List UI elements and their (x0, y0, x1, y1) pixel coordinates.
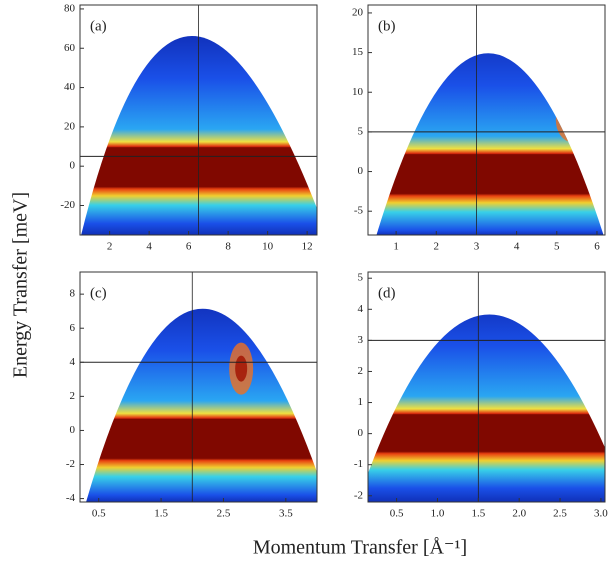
x-tick-label: 4 (146, 241, 152, 253)
x-tick-label: 0.5 (92, 508, 106, 520)
x-tick-label: 2 (107, 241, 113, 253)
y-tick-label: 80 (64, 2, 76, 14)
intensity-fill (368, 314, 605, 502)
y-tick-label: 0 (358, 165, 364, 177)
panel-plot (368, 272, 605, 502)
y-tick-label: 15 (352, 46, 364, 58)
y-tick-label: 5 (358, 125, 364, 137)
intensity-spot-core (235, 355, 248, 382)
y-tick-label: 8 (70, 288, 76, 300)
intensity-spot (555, 98, 588, 142)
y-tick-label: 0 (358, 427, 364, 439)
y-tick-label: -4 (66, 492, 76, 504)
panel-label: (d) (378, 285, 396, 301)
intensity-map (84, 308, 317, 502)
panel-frame (79, 271, 318, 503)
y-tick-label: 60 (64, 42, 76, 54)
y-tick-label: 1 (358, 396, 364, 408)
x-tick-label: 8 (225, 241, 231, 253)
y-tick-label: 2 (70, 390, 76, 402)
x-tick-label: 5 (554, 241, 560, 253)
panel-label: (c) (90, 285, 107, 301)
x-tick-label: 2.5 (217, 508, 231, 520)
intensity-map (375, 53, 605, 235)
panel-plot (80, 272, 317, 502)
x-axis-label: Momentum Transfer [Å⁻¹] (253, 537, 467, 559)
y-tick-label: -2 (66, 458, 75, 470)
panel-frame (79, 4, 318, 236)
y-axis-label: Energy Transfer [meV] (10, 192, 32, 378)
x-tick-label: 1.5 (471, 508, 485, 520)
y-tick-label: 0 (70, 160, 76, 172)
y-tick-label: -2 (354, 489, 363, 501)
panel-plot (368, 5, 605, 235)
x-tick-label: 2.0 (512, 508, 526, 520)
y-tick-label: 40 (64, 81, 76, 93)
y-tick-label: 2 (358, 365, 364, 377)
y-tick-label: -1 (354, 458, 363, 470)
x-tick-label: 6 (594, 241, 600, 253)
x-tick-label: 1.5 (154, 508, 168, 520)
y-tick-label: -5 (354, 205, 364, 217)
y-tick-label: 3 (358, 334, 364, 346)
x-tick-label: 6 (186, 241, 192, 253)
panel-label: (b) (378, 18, 396, 34)
intensity-fill (375, 53, 605, 235)
intensity-map (368, 314, 605, 502)
y-tick-label: 10 (352, 86, 364, 98)
panel-label: (a) (90, 18, 107, 34)
panel-plot (80, 5, 317, 235)
y-tick-label: 20 (64, 120, 76, 132)
y-tick-label: 0 (70, 424, 76, 436)
x-tick-label: 3 (474, 241, 480, 253)
y-tick-label: 4 (70, 356, 76, 368)
panel-frame (367, 4, 606, 236)
y-tick-label: 20 (352, 6, 364, 18)
intensity-spot-core (563, 109, 580, 131)
x-tick-label: 1 (393, 241, 399, 253)
x-tick-label: 10 (262, 241, 274, 253)
x-tick-label: 0.5 (390, 508, 404, 520)
x-tick-label: 1.0 (431, 508, 445, 520)
y-tick-label: 5 (358, 272, 364, 284)
panel-frame (367, 271, 606, 503)
intensity-fill (84, 308, 317, 502)
x-tick-label: 4 (514, 241, 520, 253)
x-tick-label: 3.0 (594, 508, 608, 520)
x-tick-label: 2 (434, 241, 440, 253)
y-tick-label: -20 (60, 199, 75, 211)
x-tick-label: 2.5 (553, 508, 567, 520)
x-tick-label: 3.5 (279, 508, 293, 520)
y-tick-label: 6 (70, 322, 76, 334)
x-tick-label: 12 (302, 241, 313, 253)
y-tick-label: 4 (358, 303, 364, 315)
